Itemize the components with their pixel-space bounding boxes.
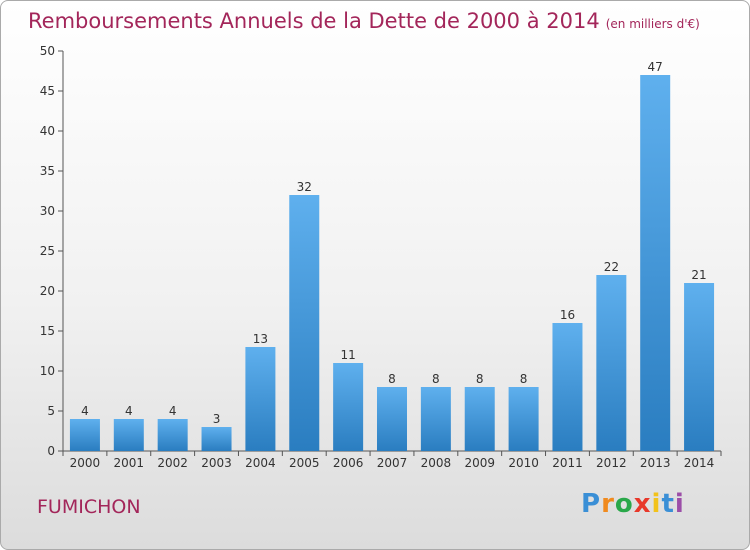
logo-letter: x	[633, 489, 652, 519]
y-tick-label: 35	[40, 164, 55, 178]
y-tick-label: 30	[40, 204, 55, 218]
bar	[508, 387, 539, 451]
place-name: FUMICHON	[37, 496, 141, 518]
bar	[113, 419, 144, 451]
logo-letter: t	[661, 489, 675, 519]
x-tick-label: 2007	[377, 456, 408, 470]
x-tick-label: 2013	[640, 456, 671, 470]
x-tick-label: 2010	[508, 456, 539, 470]
logo-letter: P	[581, 489, 602, 519]
bar-value-label: 13	[253, 332, 268, 346]
bar-value-label: 8	[432, 372, 440, 386]
chart-title: Remboursements Annuels de la Dette de 20…	[28, 9, 700, 33]
x-tick-label: 2009	[464, 456, 495, 470]
y-tick-label: 10	[40, 364, 55, 378]
bar	[289, 195, 320, 451]
x-tick-label: 2014	[684, 456, 715, 470]
bar-value-label: 8	[388, 372, 396, 386]
y-tick-label: 0	[47, 444, 55, 458]
x-tick-label: 2001	[114, 456, 145, 470]
bar	[420, 387, 451, 451]
bar	[69, 419, 100, 451]
logo-letter: i	[651, 489, 662, 519]
y-tick-label: 45	[40, 84, 55, 98]
logo-letter: i	[674, 489, 685, 519]
x-tick-label: 2006	[333, 456, 364, 470]
proxiti-logo: Proxiti	[581, 489, 685, 519]
x-tick-label: 2008	[421, 456, 452, 470]
unit-label: (en milliers d'€)	[605, 17, 700, 31]
bar	[157, 419, 188, 451]
bar	[640, 75, 671, 451]
title-text: Remboursements Annuels de la Dette de 20…	[28, 9, 600, 33]
bar-value-label: 4	[125, 404, 133, 418]
bar	[333, 363, 364, 451]
bar-value-label: 3	[213, 412, 221, 426]
bar-value-label: 4	[169, 404, 177, 418]
x-tick-label: 2002	[157, 456, 188, 470]
x-tick-label: 2005	[289, 456, 320, 470]
x-tick-label: 2011	[552, 456, 583, 470]
y-tick-label: 15	[40, 324, 55, 338]
bar-value-label: 21	[691, 268, 706, 282]
bar	[552, 323, 583, 451]
bar-value-label: 11	[340, 348, 355, 362]
bar-value-label: 47	[648, 60, 663, 74]
bar-value-label: 32	[297, 180, 312, 194]
bar	[596, 275, 627, 451]
y-tick-label: 40	[40, 124, 55, 138]
logo-letter: o	[614, 489, 634, 519]
y-tick-label: 5	[47, 404, 55, 418]
y-tick-label: 20	[40, 284, 55, 298]
x-tick-label: 2003	[201, 456, 232, 470]
bar	[464, 387, 495, 451]
logo-letter: r	[601, 489, 615, 519]
bar	[245, 347, 276, 451]
y-tick-label: 50	[40, 44, 55, 58]
bar-value-label: 4	[81, 404, 89, 418]
bar	[201, 427, 232, 451]
x-tick-label: 2012	[596, 456, 627, 470]
bar	[377, 387, 407, 451]
y-tick-label: 25	[40, 244, 55, 258]
x-tick-label: 2004	[245, 456, 276, 470]
bar-value-label: 16	[560, 308, 575, 322]
bar-value-label: 22	[604, 260, 619, 274]
bar-value-label: 8	[476, 372, 484, 386]
bar	[684, 283, 715, 451]
bar-value-label: 8	[520, 372, 528, 386]
x-tick-label: 2000	[70, 456, 101, 470]
